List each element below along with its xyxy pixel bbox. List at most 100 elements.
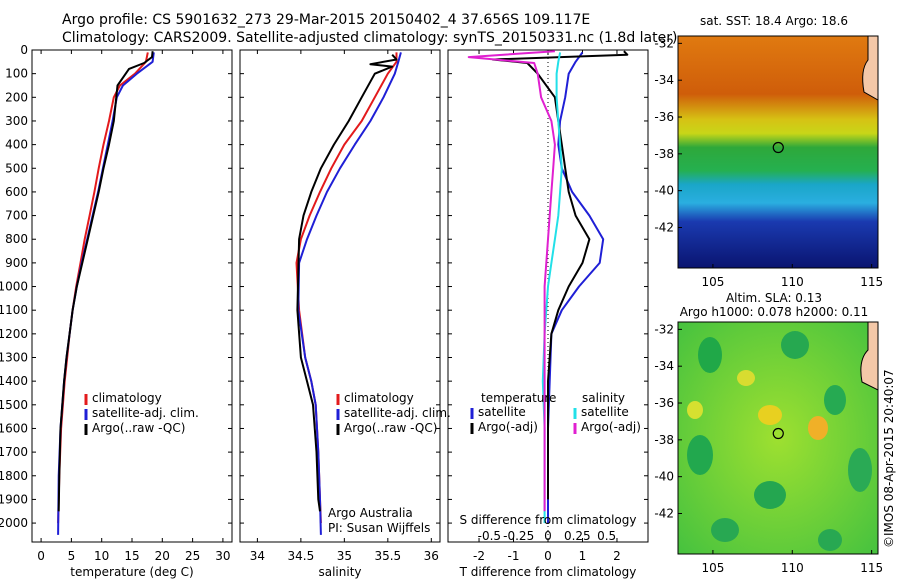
imos-stamp: ©IMOS 08-Apr-2015 20:40:07 [882,369,896,548]
ytick-label: 1000 [0,280,28,294]
sla-low-5 [754,481,786,509]
legend-label: climatology [92,391,162,405]
title-line-1: Argo profile: CS 5901632_273 29-Mar-2015… [62,12,590,28]
credit-line-1: Argo Australia [328,506,413,520]
xtick-label: 5 [68,549,76,563]
sst-map: sat. SST: 18.4 Argo: 18.6 105 1 [654,14,883,289]
series-line [297,52,402,535]
sla-blobs [687,331,872,551]
sst-lon-tick-labels: 105 110 115 [701,264,883,289]
lon-tick-label: 110 [781,275,804,289]
ytick-label: 300 [5,114,28,128]
s-difference-xlabel: S difference from climatology [460,513,637,527]
lon-tick-label: 105 [701,275,724,289]
xtick-label: 0 [544,549,552,563]
ytick-label: 600 [5,185,28,199]
xtick-label: -1 [508,549,520,563]
lat-tick-label: -32 [654,322,674,336]
sla-lat-tick-labels: -32 -34 -36 -38 -40 -42 [654,322,682,520]
xtick-label: 35 [337,549,352,563]
lon-tick-label: 110 [781,561,804,575]
lon-tick-label: 115 [860,561,883,575]
salinity-panel: 34 34.5 35 35.5 36 salinity climatologysatel… [239,49,451,579]
ytick-label: 2000 [0,516,28,530]
lat-tick-label: -36 [654,110,674,124]
xtick-label: 10 [94,549,109,563]
difference-lines [467,50,629,524]
xtick-label: 36 [424,549,439,563]
sst-profile-marker [772,141,784,154]
salinity-tick-labels: 34 34.5 35 35.5 36 [240,49,440,563]
legend-title-salinity: salinity [582,391,625,405]
sla-map-title: Altim. SLA: 0.13 [726,291,822,305]
sst-map-title: sat. SST: 18.4 Argo: 18.6 [700,14,848,28]
sla-map-axes [677,321,879,555]
xtick-label: 25 [185,549,200,563]
ytick-label: 0 [20,43,28,57]
s-tick-label: -0.25 [503,529,534,543]
ytick-label: 1800 [0,469,28,483]
lat-tick-label: -42 [654,220,674,234]
xtick-label: 34 [250,549,265,563]
temperature-lines [57,51,155,535]
sla-low-7 [711,518,739,542]
xtick-label: 20 [155,549,170,563]
ytick-label: 500 [5,161,28,175]
salinity-axes [239,49,441,543]
s-tick-label: 0.5 [597,529,616,543]
legend-label: Argo(-adj) [581,420,641,434]
sla-low-2 [781,331,809,359]
xtick-label: 30 [215,549,230,563]
lon-tick-label: 105 [701,561,724,575]
ytick-label: 1600 [0,421,28,435]
ytick-label: 1500 [0,398,28,412]
series-line [57,52,155,535]
temperature-axes [31,49,233,543]
s-tick-label: 0.25 [564,529,591,543]
sla-high-1 [758,405,782,425]
temperature-xlabel: temperature (deg C) [70,565,193,579]
ytick-label: 1700 [0,445,28,459]
sst-coastline [862,35,879,101]
s-tick-label: 0 [544,529,552,543]
xtick-label: 0 [37,549,45,563]
temperature-tick-labels: 0 5 10 15 20 25 30 [32,49,232,563]
lat-tick-label: -38 [654,433,674,447]
difference-panel: -2 -1 0 1 2 -0.5 -0.25 0 0.25 0.5 S difference f… [447,49,649,579]
sla-high-3 [737,370,755,386]
lon-tick-label: 115 [860,275,883,289]
ytick-label: 900 [5,256,28,270]
sst-map-axes [677,35,879,269]
temperature-panel: 0100200300400500600700800900100011001200… [0,43,233,579]
ytick-label: 200 [5,90,28,104]
ytick-label: 1300 [0,351,28,365]
lat-tick-label: -34 [654,359,674,373]
sla-profile-marker [772,427,784,440]
sla-map-subtitle: Argo h1000: 0.078 h2000: 0.11 [680,305,869,319]
ytick-label: 1900 [0,492,28,506]
sla-map: Altim. SLA: 0.13 Argo h1000: 0.078 h2000… [654,291,883,575]
t-difference-xlabel: T difference from climatology [459,565,637,579]
xtick-label: -2 [473,549,485,563]
sla-low-4 [687,435,713,475]
legend-label: satellite-adj. clim. [92,406,199,420]
ytick-label: 800 [5,232,28,246]
sla-low-8 [818,529,842,551]
salinity-xlabel: salinity [318,565,361,579]
xtick-label: 15 [124,549,139,563]
lat-tick-label: -34 [654,73,674,87]
sla-low-1 [698,337,722,373]
series-line [296,54,398,512]
ytick-label: 1100 [0,303,28,317]
sla-lon-tick-labels: 105 110 115 [701,550,883,575]
lat-tick-label: -38 [654,147,674,161]
lat-tick-label: -32 [654,36,674,50]
series-line [57,51,154,512]
salinity-lines [295,52,402,535]
ytick-label: 400 [5,138,28,152]
series-line [57,52,149,524]
